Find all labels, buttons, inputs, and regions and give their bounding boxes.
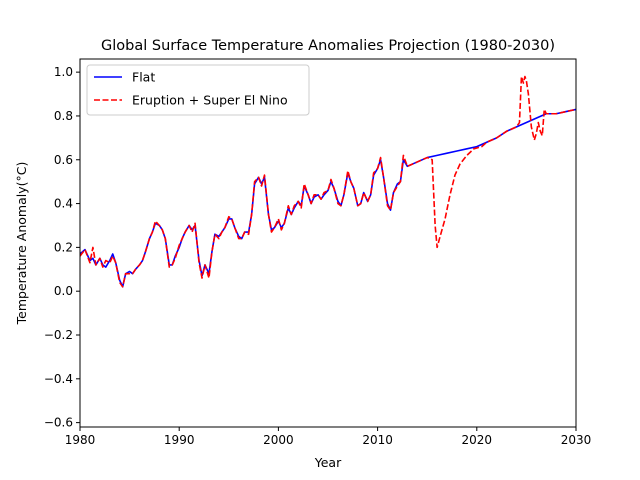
legend: Flat Eruption + Super El Nino	[86, 64, 310, 116]
x-axis: 1980 1990 2000 2010 2020 2030	[65, 427, 592, 447]
legend-label: Flat	[132, 70, 155, 85]
legend-box	[86, 64, 310, 116]
y-tick-label: −0.2	[44, 328, 73, 342]
y-tick-label: 0.8	[54, 109, 73, 123]
x-tick-label: 2000	[263, 433, 294, 447]
plot-area	[79, 58, 577, 428]
y-tick-label: 1.0	[54, 65, 73, 79]
chart-title: Global Surface Temperature Anomalies Pro…	[101, 38, 555, 54]
x-tick-label: 2030	[561, 433, 592, 447]
x-tick-label: 2010	[362, 433, 393, 447]
legend-label: Eruption + Super El Nino	[132, 93, 288, 108]
y-axis-label: Temperature Anomaly(°C)	[14, 162, 29, 326]
series-line-eruption-super-el-nino	[80, 75, 576, 288]
x-tick-label: 2020	[462, 433, 493, 447]
y-tick-label: 0.4	[54, 197, 73, 211]
y-tick-label: −0.4	[44, 372, 73, 386]
y-axis: −0.6 −0.4 −0.2 0.0 0.2 0.4 0.6 0.8 1.0	[44, 65, 80, 430]
series-line-flat	[80, 108, 576, 288]
y-tick-label: 0.2	[54, 240, 73, 254]
x-tick-label: 1990	[164, 433, 195, 447]
x-tick-label: 1980	[65, 433, 96, 447]
y-tick-label: 0.0	[54, 284, 73, 298]
y-tick-label: −0.6	[44, 416, 73, 430]
y-tick-label: 0.6	[54, 153, 73, 167]
x-axis-label: Year	[314, 455, 342, 470]
plot-frame	[79, 58, 577, 428]
